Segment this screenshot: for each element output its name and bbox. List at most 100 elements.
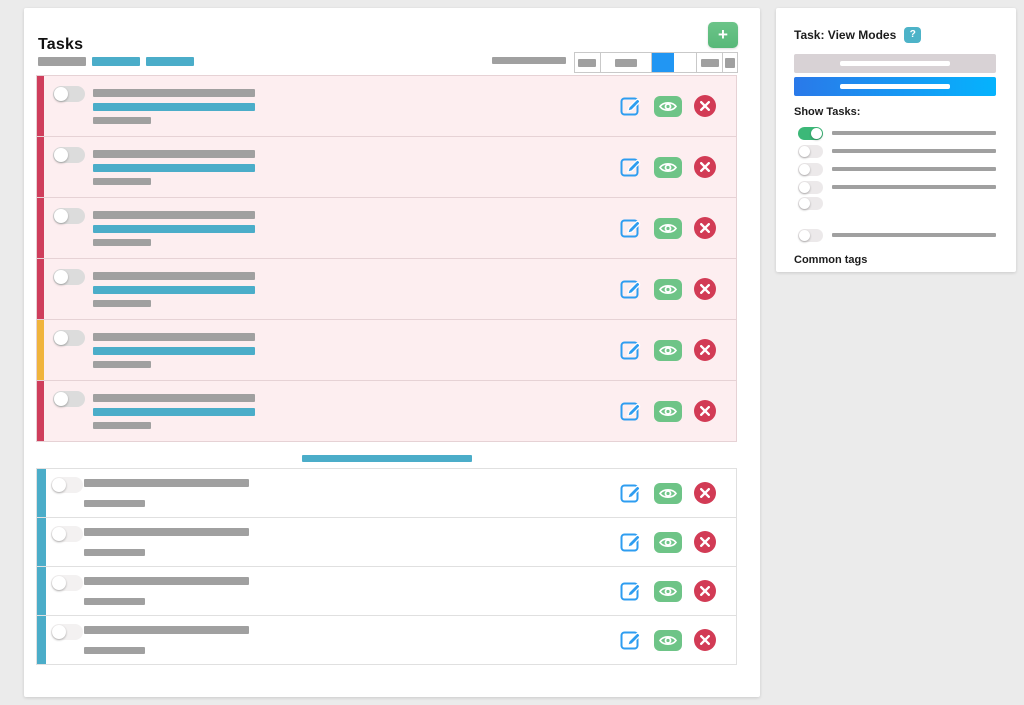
task-actions [618,469,716,517]
task-actions [618,616,716,664]
task-row [37,567,736,616]
edit-button[interactable] [618,399,642,423]
filter-chip-teal-2[interactable] [146,57,194,66]
edit-button[interactable] [618,277,642,301]
task-actions [618,567,716,615]
edit-button[interactable] [618,579,642,603]
view-mode-segment-2[interactable] [601,53,653,72]
add-task-button[interactable]: + [708,22,738,48]
task-toggle[interactable] [51,477,83,493]
task-title-placeholder [93,272,255,280]
edit-button[interactable] [618,530,642,554]
button-label-placeholder [840,61,950,66]
edit-button[interactable] [618,481,642,505]
task-toggle[interactable] [53,330,85,346]
task-toggle[interactable] [53,269,85,285]
toggle-knob [52,478,66,492]
view-mode-segment-4[interactable] [697,53,724,72]
delete-button[interactable] [694,156,716,178]
view-button[interactable] [654,580,682,602]
eye-icon [654,278,682,300]
delete-button[interactable] [694,482,716,504]
view-mode-button-inactive[interactable] [794,54,996,73]
task-meta-placeholder [93,422,151,429]
filter-toggle[interactable] [798,126,823,140]
filter-toggle[interactable] [798,228,823,242]
toolbar-label-placeholder [492,57,566,64]
task-toggle[interactable] [53,391,85,407]
task-row [37,259,736,320]
view-button[interactable] [654,531,682,553]
view-button[interactable] [654,482,682,504]
delete-icon [694,278,716,300]
edit-icon [618,338,642,362]
view-button[interactable] [654,95,682,117]
view-button[interactable] [654,400,682,422]
eye-icon [654,217,682,239]
task-toggle[interactable] [53,147,85,163]
task-meta-placeholder [84,598,145,605]
task-toggle[interactable] [53,208,85,224]
task-actions [618,320,716,380]
task-row [37,616,736,664]
delete-button[interactable] [694,278,716,300]
delete-button[interactable] [694,531,716,553]
filter-chip-teal-1[interactable] [92,57,140,66]
task-toggle[interactable] [53,86,85,102]
view-mode-segment-5[interactable] [723,53,737,72]
delete-button[interactable] [694,400,716,422]
task-actions [618,198,716,258]
filter-toggle[interactable] [798,180,823,194]
priority-stripe [37,381,44,441]
delete-button[interactable] [694,95,716,117]
view-button[interactable] [654,217,682,239]
eye-icon [654,339,682,361]
task-actions [618,259,716,319]
priority-stripe [37,137,44,197]
edit-icon [618,628,642,652]
edit-button[interactable] [618,628,642,652]
filter-toggle[interactable] [798,144,823,158]
task-toggle[interactable] [51,526,83,542]
delete-icon [694,400,716,422]
toggle-knob [799,181,810,193]
priority-stripe [37,320,44,380]
task-actions [618,381,716,441]
task-toggle[interactable] [51,575,83,591]
task-title-placeholder [84,479,249,487]
delete-button[interactable] [694,629,716,651]
view-button[interactable] [654,629,682,651]
sidebar-header: Task: View Modes ? [794,26,998,43]
task-actions [618,518,716,566]
view-mode-button-active[interactable] [794,77,996,96]
edit-button[interactable] [618,94,642,118]
edit-button[interactable] [618,216,642,240]
eye-icon [654,400,682,422]
delete-button[interactable] [694,217,716,239]
edit-button[interactable] [618,155,642,179]
priority-stripe [37,567,46,615]
filter-chip-gray[interactable] [38,57,86,66]
task-row [37,518,736,567]
view-button[interactable] [654,278,682,300]
help-icon[interactable]: ? [904,26,922,43]
filter-toggle[interactable] [798,196,823,210]
show-task-filter-row [798,226,998,244]
task-row [37,320,736,381]
delete-button[interactable] [694,339,716,361]
task-toggle[interactable] [51,624,83,640]
delete-button[interactable] [694,580,716,602]
task-title-placeholder [93,333,255,341]
edit-button[interactable] [618,338,642,362]
view-mode-segment-1[interactable] [575,53,601,72]
view-button[interactable] [654,339,682,361]
delete-icon [694,95,716,117]
show-task-filter-row [798,142,998,160]
task-row [37,137,736,198]
filter-toggle[interactable] [798,162,823,176]
task-meta-placeholder [93,300,151,307]
eye-icon [654,156,682,178]
task-meta-placeholder [93,178,151,185]
view-mode-segment-3-selected[interactable] [652,53,698,72]
view-button[interactable] [654,156,682,178]
